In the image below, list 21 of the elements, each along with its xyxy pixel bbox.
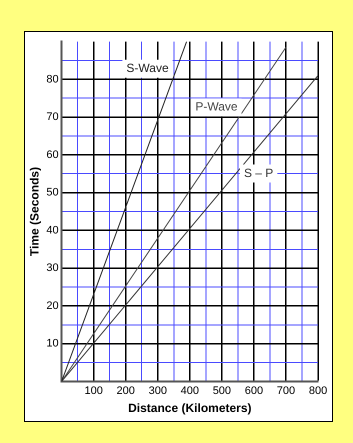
x-tick-label: 300 [148,385,167,398]
x-tick-label: 100 [84,385,103,398]
y-tick-label: 40 [46,224,59,236]
y-tick-label: 10 [46,338,59,350]
x-tick-label: 600 [244,385,264,398]
y-tick-label: 80 [46,73,59,86]
y-tick-label: 20 [46,300,59,312]
y-axis-title: Time (Seconds) [28,166,42,256]
y-tick-label: 30 [46,262,59,274]
y-tick-label: 60 [46,148,59,161]
series-label: S – P [244,166,274,180]
x-tick-label: 400 [180,385,199,398]
series-label: P-Wave [195,100,238,114]
x-tick-label: 200 [116,385,135,398]
x-tick-label: 700 [276,385,296,398]
series-label: S-Wave [126,61,169,76]
x-tick-label: 500 [212,385,232,398]
x-axis-title: Distance (Kilometers) [128,401,252,416]
x-tick-label: 800 [308,385,328,398]
y-tick-label: 70 [46,111,59,124]
y-tick-label: 50 [46,186,59,199]
